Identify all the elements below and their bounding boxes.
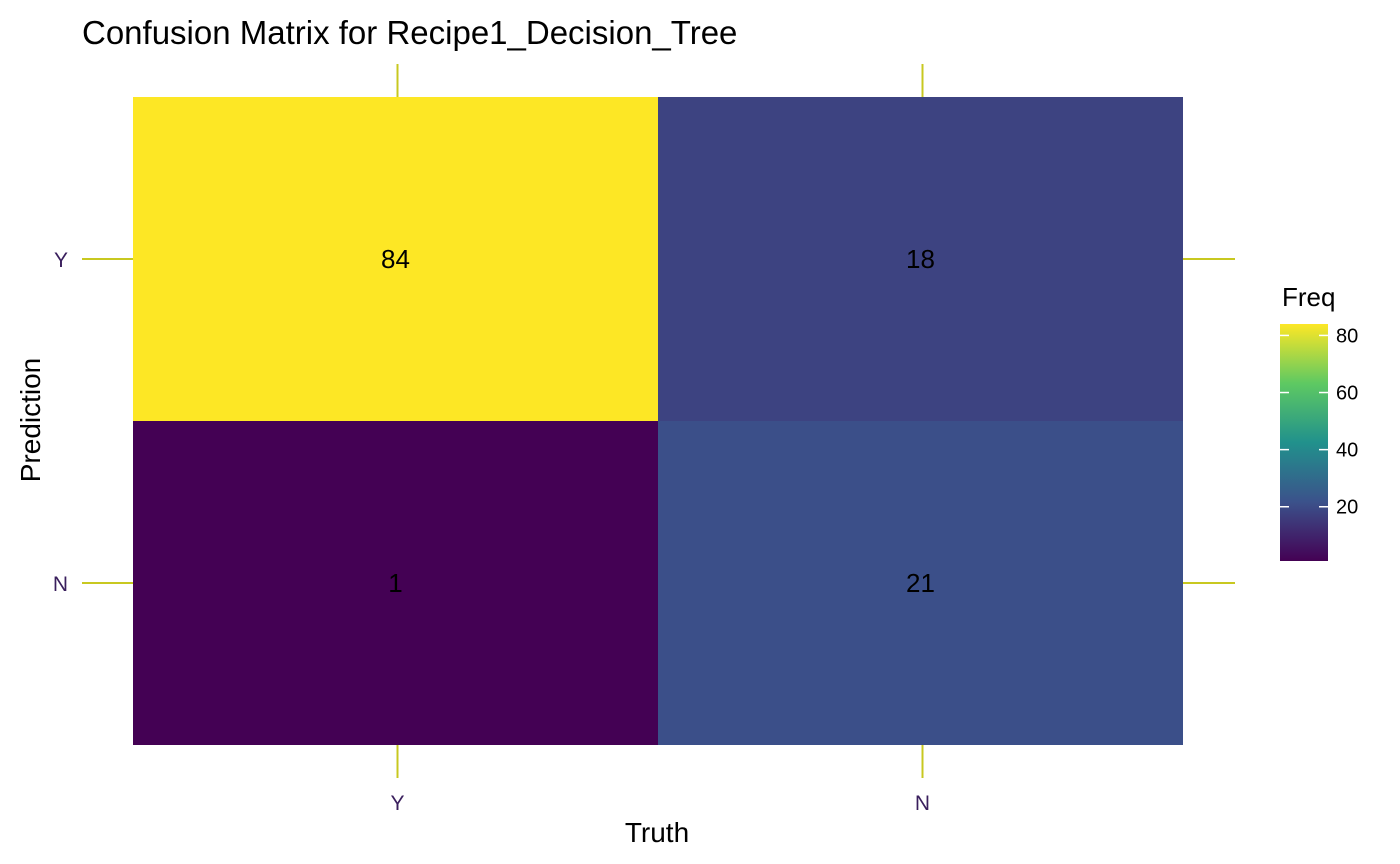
cell-y-n [133, 421, 658, 745]
y-tick-label-y: Y [54, 249, 68, 272]
chart-title: Confusion Matrix for Recipe1_Decision_Tr… [82, 14, 737, 51]
legend-tick-label-20: 20 [1336, 497, 1358, 519]
cell-y-n-label: 1 [388, 568, 402, 598]
legend-tick-label-80: 80 [1336, 325, 1358, 347]
cell-n-y [658, 97, 1183, 421]
cell-y-y [133, 97, 658, 421]
plot-area: 84 18 1 21 Y N Y N [53, 64, 1235, 815]
x-axis-title: Truth [625, 817, 689, 848]
cell-n-n [658, 421, 1183, 745]
legend: Freq 20 40 60 80 [1280, 282, 1358, 561]
x-tick-label-y: Y [390, 792, 404, 815]
cell-n-n-label: 21 [906, 568, 935, 598]
x-tick-label-n: N [915, 792, 930, 815]
cell-n-y-label: 18 [906, 244, 935, 274]
y-axis-title: Prediction [15, 358, 46, 483]
legend-tick-label-60: 60 [1336, 383, 1358, 405]
legend-tick-label-40: 40 [1336, 440, 1358, 462]
y-tick-label-n: N [53, 573, 68, 596]
legend-title: Freq [1282, 282, 1335, 312]
legend-colorbar [1280, 324, 1328, 561]
cell-y-y-label: 84 [381, 244, 410, 274]
